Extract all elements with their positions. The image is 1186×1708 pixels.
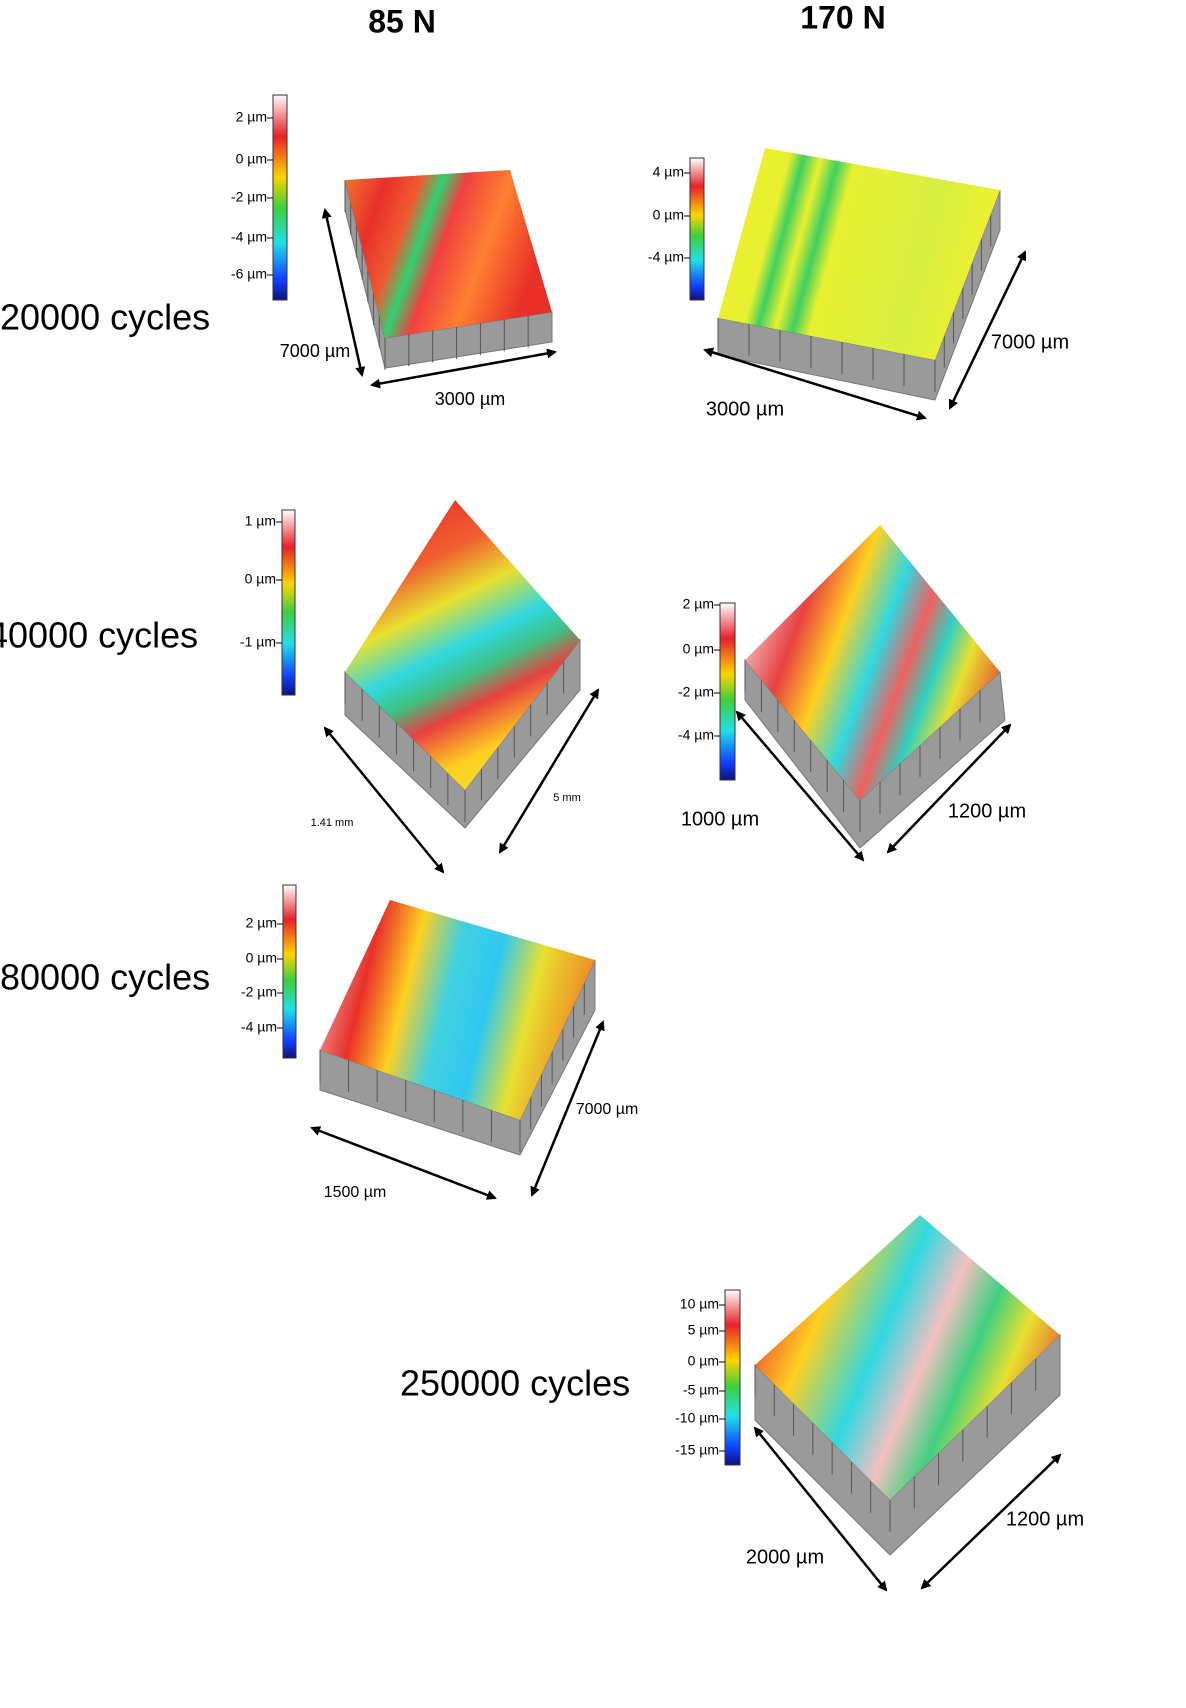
colorbar-label: 0 µm	[245, 571, 276, 587]
colorbar	[719, 602, 736, 781]
colorbar-label: 10 µm	[680, 1296, 719, 1312]
dimension-arrow	[310, 1126, 497, 1200]
dimension-arrow	[948, 250, 1027, 410]
dimension-label: 7000 µm	[280, 341, 350, 361]
dimension-arrow	[370, 348, 557, 389]
colorbar-label: -4 µm	[678, 727, 714, 743]
dimension-label: 1000 µm	[681, 808, 759, 830]
colorbar-label: 1 µm	[245, 513, 276, 529]
surface-top	[718, 148, 1000, 360]
colorbar	[282, 884, 297, 1059]
colorbar	[689, 157, 705, 301]
row-label: 80000 cycles	[0, 957, 210, 998]
dimension-label: 1.41 mm	[311, 817, 354, 829]
dimension-label: 3000 µm	[706, 398, 784, 420]
colorbar-label: -6 µm	[231, 266, 267, 282]
colorbar-label: -15 µm	[675, 1442, 719, 1458]
colorbar-label: -4 µm	[241, 1019, 277, 1035]
dimension-arrow	[920, 1453, 1062, 1590]
dimension-arrow	[735, 710, 865, 862]
row-label: 20000 cycles	[0, 297, 210, 338]
colorbar-label: -4 µm	[648, 249, 684, 265]
column-header: 170 N	[800, 0, 885, 35]
dimension-label: 3000 µm	[435, 389, 505, 409]
colorbar	[272, 94, 288, 301]
dimension-label: 7000 µm	[576, 1101, 639, 1118]
colorbar-label: -10 µm	[675, 1410, 719, 1426]
colorbar-label: 4 µm	[653, 164, 684, 180]
dimension-arrow	[321, 208, 366, 377]
colorbar-label: 0 µm	[683, 641, 714, 657]
colorbar-label: 5 µm	[688, 1322, 719, 1338]
dimension-label: 1200 µm	[948, 800, 1026, 822]
colorbar-label: -1 µm	[240, 634, 276, 650]
column-header: 85 N	[368, 3, 436, 39]
colorbar-label: 2 µm	[236, 109, 267, 125]
dimension-arrow	[498, 688, 600, 854]
dimension-label: 1500 µm	[324, 1184, 387, 1201]
colorbar-label: -4 µm	[231, 229, 267, 245]
dimension-label: 7000 µm	[991, 331, 1069, 353]
colorbar-label: 0 µm	[688, 1353, 719, 1369]
dimension-arrow	[753, 1426, 888, 1592]
surface-top	[345, 170, 552, 338]
colorbar-label: -5 µm	[683, 1382, 719, 1398]
colorbar	[281, 509, 296, 696]
colorbar-label: 2 µm	[246, 915, 277, 931]
colorbar-label: 0 µm	[653, 207, 684, 223]
dimension-label: 5 mm	[553, 792, 581, 804]
colorbar	[724, 1289, 741, 1466]
row-label: 40000 cycles	[0, 615, 198, 656]
dimension-label: 2000 µm	[746, 1546, 824, 1568]
colorbar-label: -2 µm	[241, 984, 277, 1000]
surface-top	[345, 500, 580, 790]
surface-top	[320, 900, 595, 1120]
colorbar-label: 2 µm	[683, 596, 714, 612]
row-label: 250000 cycles	[400, 1363, 630, 1404]
dimension-arrow	[530, 1020, 605, 1197]
dimension-arrow	[886, 723, 1012, 854]
dimension-arrow	[703, 347, 927, 421]
colorbar-label: -2 µm	[678, 684, 714, 700]
colorbar-label: 0 µm	[246, 950, 277, 966]
colorbar-label: -2 µm	[231, 189, 267, 205]
dimension-arrow	[323, 726, 445, 874]
colorbar-label: 0 µm	[236, 151, 267, 167]
dimension-label: 1200 µm	[1006, 1508, 1084, 1530]
